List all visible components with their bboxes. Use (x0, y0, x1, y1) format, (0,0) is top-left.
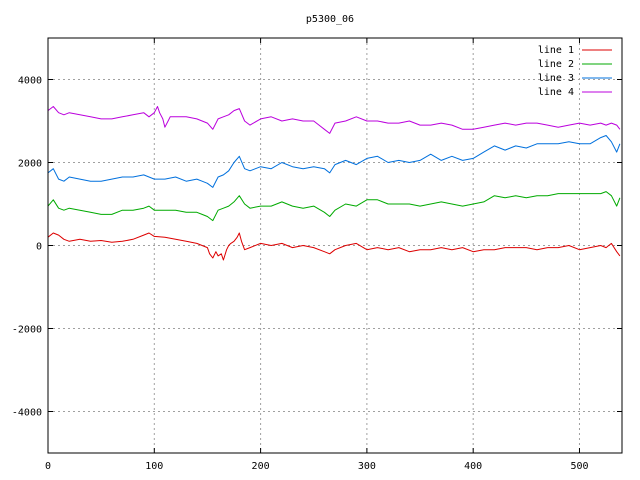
legend-label-2: line 2 (538, 59, 574, 70)
y-tick-label: -4000 (12, 408, 42, 419)
series-line-3 (47, 135, 621, 188)
y-tick-label: 4000 (18, 76, 42, 87)
legend: line 1 line 2 line 3 line 4 (538, 45, 612, 98)
legend-label-4: line 4 (538, 87, 574, 98)
series-line-2 (47, 191, 621, 222)
y-tick-label: -2000 (12, 325, 42, 336)
legend-label-1: line 1 (538, 45, 574, 56)
x-tick-label: 400 (464, 461, 482, 472)
series-line-4 (47, 106, 621, 134)
legend-label-3: line 3 (538, 73, 574, 84)
y-tick-label: 2000 (18, 159, 42, 170)
x-tick-label: 300 (358, 461, 376, 472)
chart-title: p5300_06 (306, 14, 354, 25)
series-lines (47, 106, 621, 261)
grid-lines (48, 38, 622, 453)
y-tick-label: 0 (36, 242, 42, 253)
x-tick-label: 200 (252, 461, 270, 472)
series-line-1 (47, 232, 621, 261)
axis-ticks: 0 100 200 300 400 500 -4000 -2000 0 2000 4000 (12, 38, 622, 472)
x-tick-label: 500 (570, 461, 588, 472)
x-tick-label: 100 (145, 461, 163, 472)
x-tick-label: 0 (45, 461, 51, 472)
